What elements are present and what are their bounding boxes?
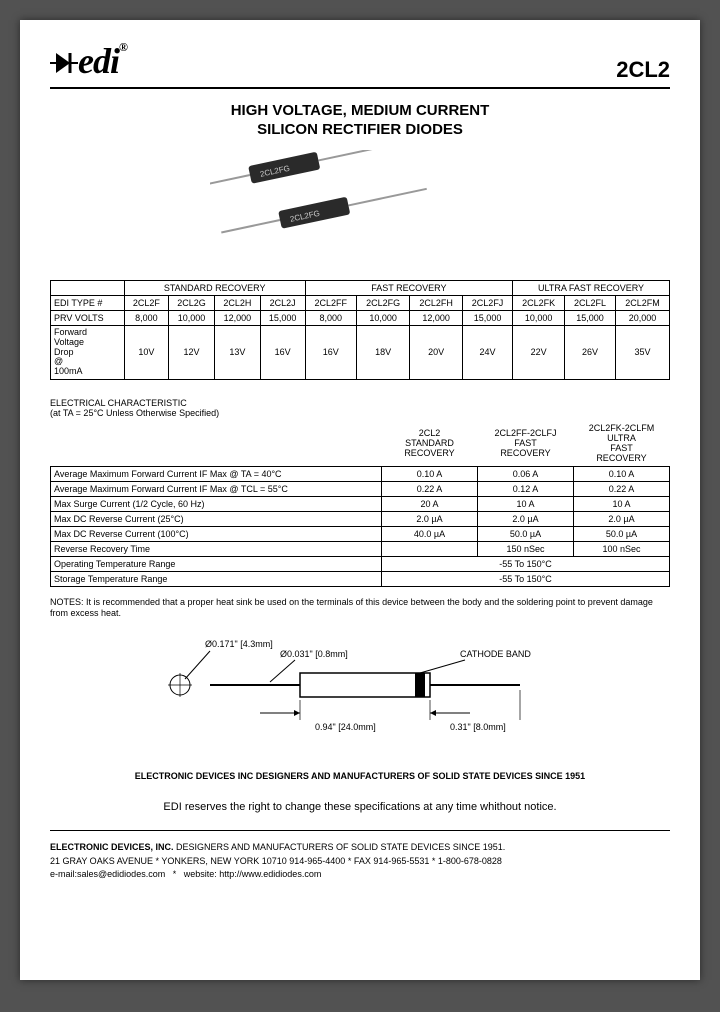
elec-header-block: ELECTRICAL CHARACTERISTIC (at TA = 25°C … bbox=[50, 398, 670, 418]
title: HIGH VOLTAGE, MEDIUM CURRENT SILICON REC… bbox=[50, 101, 670, 140]
ratings-table: STANDARD RECOVERYFAST RECOVERYULTRA FAST… bbox=[50, 280, 670, 380]
notes: NOTES: It is recommended that a proper h… bbox=[50, 597, 670, 620]
logo-reg: ® bbox=[119, 40, 127, 54]
header-row: edi® 2CL2 bbox=[50, 40, 670, 89]
footer-contact: e-mail:sales@edidiodes.com * website: ht… bbox=[50, 868, 670, 882]
footer-block: ELECTRONIC DEVICES INC DESIGNERS AND MAN… bbox=[50, 770, 670, 882]
title-line2: SILICON RECTIFIER DIODES bbox=[257, 121, 463, 138]
svg-text:CATHODE BAND: CATHODE BAND bbox=[460, 649, 531, 659]
product-image: 2CL2FG 2CL2FG bbox=[50, 150, 670, 260]
logo-diode-icon bbox=[50, 47, 78, 83]
footer-company-1: ELECTRONIC DEVICES INC DESIGNERS AND MAN… bbox=[50, 770, 670, 784]
part-number: 2CL2 bbox=[616, 57, 670, 83]
logo: edi® bbox=[50, 40, 127, 83]
footer-notice: EDI reserves the right to change these s… bbox=[50, 799, 670, 816]
elec-conditions: (at TA = 25°C Unless Otherwise Specified… bbox=[50, 408, 219, 418]
elec-table: 2CL2STANDARDRECOVERY2CL2FF-2CLFJFASTRECO… bbox=[50, 422, 670, 587]
svg-text:Ø0.031" [0.8mm]: Ø0.031" [0.8mm] bbox=[280, 649, 348, 659]
footer-address: 21 GRAY OAKS AVENUE * YONKERS, NEW YORK … bbox=[50, 855, 670, 869]
datasheet-page: edi® 2CL2 HIGH VOLTAGE, MEDIUM CURRENT S… bbox=[20, 20, 700, 980]
svg-text:0.31" [8.0mm]: 0.31" [8.0mm] bbox=[450, 722, 506, 732]
svg-text:Ø0.171" [4.3mm]: Ø0.171" [4.3mm] bbox=[205, 639, 273, 649]
mechanical-drawing: Ø0.171" [4.3mm] Ø0.031" [0.8mm] CATHODE … bbox=[50, 635, 670, 750]
diode-illustration: 2CL2FG 2CL2FG bbox=[210, 150, 510, 260]
mech-drawing-svg: Ø0.171" [4.3mm] Ø0.031" [0.8mm] CATHODE … bbox=[150, 635, 570, 745]
footer-divider bbox=[50, 830, 670, 831]
logo-text: edi bbox=[78, 41, 119, 81]
footer-company-2: ELECTRONIC DEVICES, INC. DESIGNERS AND M… bbox=[50, 841, 670, 855]
title-line1: HIGH VOLTAGE, MEDIUM CURRENT bbox=[231, 102, 490, 119]
elec-header: ELECTRICAL CHARACTERISTIC bbox=[50, 398, 187, 408]
svg-text:0.94" [24.0mm]: 0.94" [24.0mm] bbox=[315, 722, 376, 732]
